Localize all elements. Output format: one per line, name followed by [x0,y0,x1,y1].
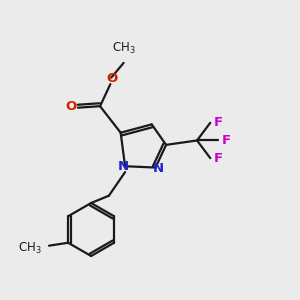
Text: N: N [153,162,164,175]
Text: F: F [214,152,223,165]
Text: N: N [118,160,129,173]
Text: CH$_3$: CH$_3$ [18,241,42,256]
Text: F: F [214,116,223,129]
Text: O: O [106,72,118,85]
Text: CH$_3$: CH$_3$ [112,41,136,56]
Text: F: F [222,134,231,147]
Text: O: O [66,100,77,113]
